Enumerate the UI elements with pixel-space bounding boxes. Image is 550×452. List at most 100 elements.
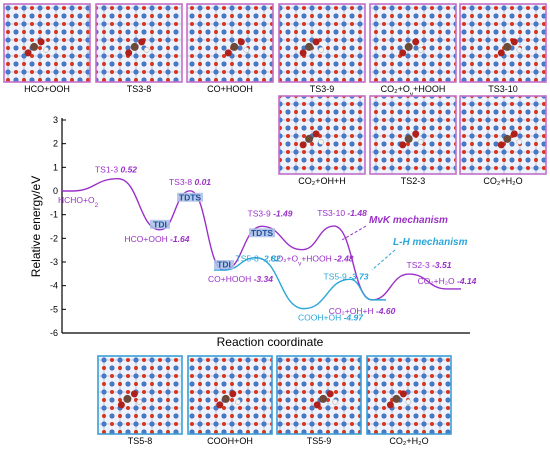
adsorbate-atom (24, 49, 32, 57)
mvk-state-label: HCHO+O2 (58, 195, 99, 209)
adsorbate-atom (234, 399, 241, 405)
y-tick-label: -6 (50, 328, 58, 338)
top-panel: CO₂+H₂O (459, 95, 547, 186)
y-tick-label: -2 (50, 233, 58, 243)
lh-leader-line (371, 249, 396, 271)
top-panel-image (186, 3, 274, 83)
top-panel: TS3-9 (278, 3, 366, 94)
y-tick-label: -5 (50, 304, 58, 314)
top-panel: CO₂+Ov+HOOH (369, 3, 457, 98)
adsorbate-atom (123, 394, 132, 403)
top-panel-label: CO₂+Ov+HOOH (381, 84, 446, 98)
y-axis: 3 2 1 0 -1 -2 -3 -4 -5 -6 (50, 115, 470, 338)
bottom-panel-image (366, 355, 452, 435)
y-tick-label: -1 (50, 210, 58, 220)
mvk-state-label: HCO+OOH -1.64 (125, 234, 190, 244)
adsorbate-atom (125, 49, 133, 57)
top-panel-label: CO₂+H₂O (483, 176, 522, 186)
adsorbate-atom (136, 399, 143, 405)
adsorbate-atom (417, 47, 424, 53)
marker-label: TDTS (179, 192, 202, 202)
adsorbate-atom (230, 42, 239, 51)
adsorbate-atom (503, 42, 512, 51)
mvk-state-label: CO+HOOH -3.34 (208, 274, 273, 284)
lh-state-label: TS5-8 -2.82 (236, 254, 281, 264)
marker-tdi: TDI (150, 219, 170, 229)
tdi-tdts-markers: TDI TDTS TDI TDTS (150, 192, 275, 270)
top-panel-label: TS3-8 (127, 84, 152, 94)
top-panel-label: CO₂+OH+H (298, 176, 346, 186)
lh-state-label: TS5-9 -3.73 (324, 271, 369, 281)
adsorbate-atom (404, 42, 413, 51)
mvk-state-label: TS1-3 0.52 (95, 165, 137, 175)
y-tick-label: 3 (53, 115, 58, 125)
adsorbate-atom (117, 401, 125, 409)
adsorbate-atom (43, 47, 49, 53)
adsorbate-atom (399, 49, 407, 57)
adsorbate-atom (392, 394, 401, 403)
bottom-panel-label: TS5-8 (128, 436, 153, 446)
top-panel-image (278, 3, 366, 83)
adsorbate-atom (37, 38, 45, 46)
adsorbate-atom (497, 49, 505, 57)
marker-box (150, 219, 170, 229)
adsorbate-atom (138, 38, 146, 46)
adsorbate-atom (417, 139, 424, 145)
legend-mvk: MvK mechanism (369, 215, 448, 226)
lh-profile-line (214, 257, 386, 310)
marker-label: TDTS (251, 228, 274, 238)
marker-label: TDI (153, 219, 167, 229)
adsorbate-atom (503, 134, 512, 143)
bottom-panel-image (276, 355, 362, 435)
adsorbate-atom (305, 42, 314, 51)
bottom-panel-label: COOH+OH (207, 436, 253, 446)
bottom-panel: TS5-8 (97, 355, 183, 446)
state-labels: HCHO+O2 TS1-3 0.52 HCO+OOH -1.64 TS3-8 0.01… (58, 165, 477, 323)
adsorbate-atom (299, 141, 307, 149)
marker-tdts: TDTS (177, 192, 203, 202)
marker-tdi: TDI (214, 260, 234, 270)
y-tick-label: 2 (53, 139, 58, 149)
y-tick-label: 0 (53, 186, 58, 196)
adsorbate-atom (313, 401, 321, 409)
top-panel-label: CO+HOOH (207, 84, 253, 94)
marker-box (177, 192, 203, 202)
adsorbate-atom (319, 394, 328, 403)
adsorbate-atom (312, 38, 320, 46)
adsorbate-atom (30, 42, 39, 51)
bottom-structure-panels: TS5-8 COOH+OH TS5-9 CO₂+H₂O (97, 355, 452, 446)
y-tick-label: -3 (50, 257, 58, 267)
adsorbate-atom (510, 38, 518, 46)
top-panel: TS2-3 (369, 95, 457, 186)
adsorbate-atom (405, 399, 412, 405)
top-panel: CO+HOOH (186, 3, 274, 94)
adsorbate-atom (224, 49, 232, 57)
top-panel: TS3-8 (95, 3, 183, 94)
top-panel-label: TS3-9 (310, 84, 335, 94)
adsorbate-atom (510, 130, 518, 138)
bottom-panel-image (97, 355, 183, 435)
adsorbate-atom (243, 47, 250, 53)
legend-lh: L-H mechanism (393, 237, 468, 248)
bottom-panel-label: TS5-9 (307, 436, 332, 446)
mvk-state-label: CO₂+Ov+HOOH -2.48 (270, 254, 353, 268)
top-panel: TS3-10 (459, 3, 547, 94)
marker-tdts: TDTS (249, 228, 275, 238)
top-panel-label: HCO+OOH (24, 84, 70, 94)
mvk-state-label: TS3-8 0.01 (169, 177, 211, 187)
adsorbate-atom (216, 401, 224, 409)
marker-box (214, 260, 234, 270)
mvk-state-label: TS3-9 -1.49 (248, 208, 293, 218)
x-axis-title: Reaction coordinate (217, 335, 324, 349)
adsorbate-atom (399, 390, 407, 398)
mvk-state-label: TS2-3 -3.51 (407, 260, 452, 270)
adsorbate-atom (130, 390, 138, 398)
adsorbate-atom (399, 141, 407, 149)
adsorbate-atom (237, 38, 245, 46)
top-panel-image (3, 3, 91, 83)
adsorbate-atom (386, 401, 394, 409)
lh-state-label: COOH+OH -4.97 (298, 313, 364, 323)
adsorbate-atom (412, 38, 420, 46)
top-panel: CO₂+OH+H (278, 95, 366, 186)
